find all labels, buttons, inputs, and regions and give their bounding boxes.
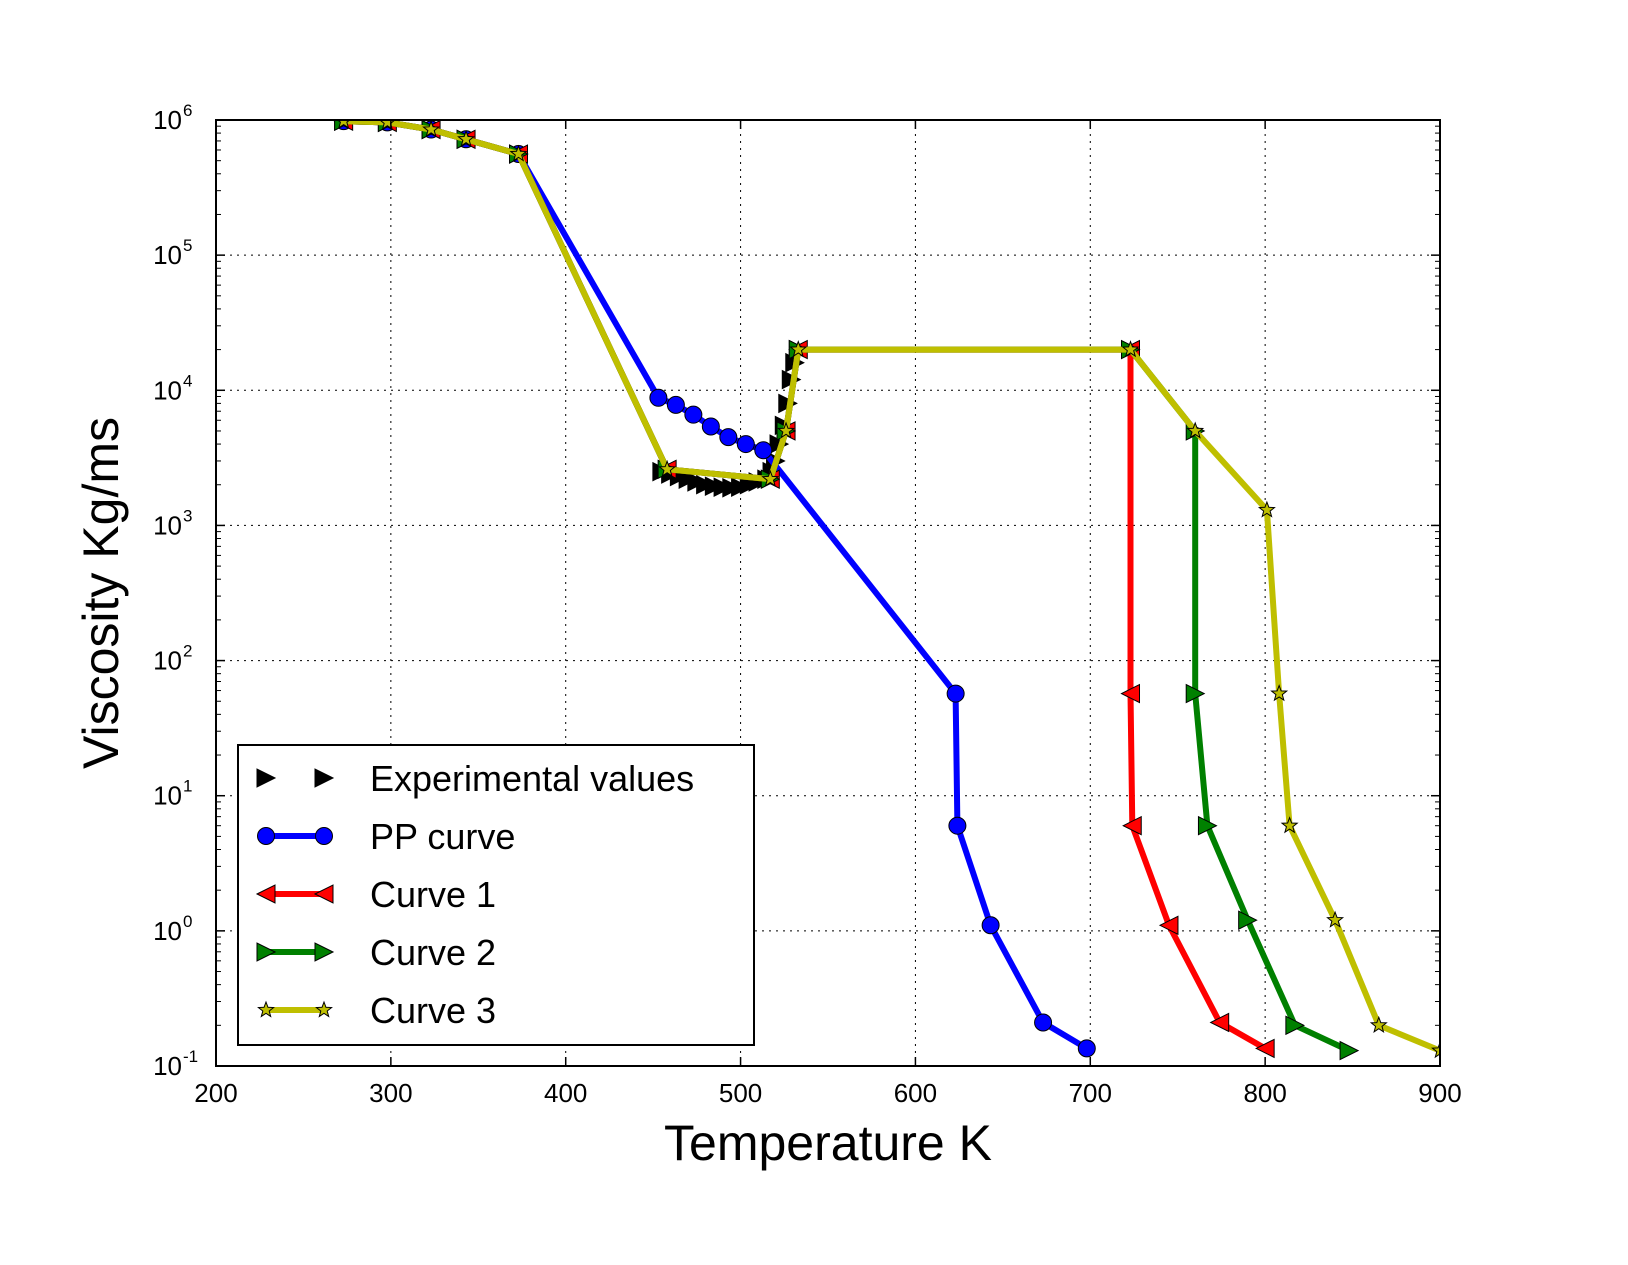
data-point-pp-curve bbox=[701, 417, 720, 436]
legend-label-curve-2: Curve 2 bbox=[370, 932, 496, 973]
y-tick-label: 10 bbox=[153, 646, 182, 676]
data-point-pp-curve bbox=[736, 435, 755, 454]
x-tick-label: 300 bbox=[369, 1078, 412, 1108]
y-tick-exponent: 2 bbox=[183, 642, 192, 661]
y-tick-exponent: 6 bbox=[183, 101, 192, 120]
y-axis-title: Viscosity Kg/ms bbox=[73, 417, 129, 769]
y-tick-label: 10 bbox=[153, 240, 182, 270]
legend-label-experimental-values: Experimental values bbox=[370, 758, 694, 799]
data-point-pp-curve bbox=[666, 395, 685, 414]
y-tick-label: 10 bbox=[153, 105, 182, 135]
legend-item-curve-3: Curve 3 bbox=[257, 990, 496, 1031]
data-point-curve-3 bbox=[658, 459, 677, 477]
legend-marker-curve-3 bbox=[257, 1000, 275, 1018]
data-point-pp-curve bbox=[1034, 1013, 1053, 1032]
data-point-curve-2 bbox=[1185, 683, 1206, 704]
y-tick-exponent: 1 bbox=[183, 777, 192, 796]
y-tick-exponent: 3 bbox=[183, 506, 192, 525]
legend-label-pp-curve: PP curve bbox=[370, 816, 515, 857]
data-point-curve-3 bbox=[1257, 500, 1276, 518]
data-point-pp-curve bbox=[684, 405, 703, 424]
x-axis-title: Temperature K bbox=[664, 1115, 992, 1171]
y-tick-label: 10 bbox=[153, 916, 182, 946]
y-tick-label: 10 bbox=[153, 375, 182, 405]
data-point-curve-1 bbox=[1120, 683, 1140, 704]
data-point-pp-curve bbox=[946, 684, 965, 703]
x-tick-label: 900 bbox=[1418, 1078, 1461, 1108]
data-point-pp-curve bbox=[719, 428, 738, 447]
data-point-pp-curve bbox=[1077, 1039, 1096, 1058]
x-tick-label: 400 bbox=[544, 1078, 587, 1108]
series-layer bbox=[333, 120, 1440, 1061]
x-tick-label: 600 bbox=[894, 1078, 937, 1108]
data-point-curve-3 bbox=[509, 144, 528, 162]
legend-marker-experimental-values bbox=[256, 768, 277, 788]
y-tick-exponent: 5 bbox=[183, 236, 192, 255]
legend-item-experimental-values: Experimental values bbox=[256, 758, 694, 799]
x-tick-label: 700 bbox=[1069, 1078, 1112, 1108]
x-tick-label: 500 bbox=[719, 1078, 762, 1108]
y-tick-exponent: 0 bbox=[183, 912, 192, 931]
legend: Experimental values PP curve Curve 1 Curve … bbox=[237, 744, 755, 1046]
data-point-curve-3 bbox=[1121, 340, 1140, 358]
x-tick-label: 200 bbox=[194, 1078, 237, 1108]
y-tick-exponent: 4 bbox=[183, 371, 192, 390]
data-point-curve-2 bbox=[1238, 910, 1258, 930]
legend-label-curve-3: Curve 3 bbox=[370, 990, 496, 1031]
data-point-curve-2 bbox=[1197, 815, 1218, 836]
legend-marker-pp-curve bbox=[257, 827, 275, 845]
legend-marker-experimental-values bbox=[314, 768, 335, 788]
data-point-pp-curve bbox=[754, 441, 773, 460]
y-tick-exponent: -1 bbox=[183, 1047, 198, 1066]
data-point-curve-1 bbox=[1209, 1012, 1230, 1033]
data-point-curve-3 bbox=[789, 340, 808, 358]
data-point-curve-3 bbox=[422, 120, 441, 138]
data-point-curve-3 bbox=[1431, 1041, 1440, 1059]
x-tick-label: 800 bbox=[1243, 1078, 1286, 1108]
data-point-pp-curve bbox=[948, 816, 967, 835]
data-point-curve-3 bbox=[761, 469, 780, 487]
y-tick-label: 10 bbox=[153, 1051, 182, 1081]
legend-marker-curve-1 bbox=[255, 884, 276, 904]
legend-marker-curve-1 bbox=[313, 884, 334, 904]
data-point-curve-3 bbox=[1280, 816, 1299, 834]
data-point-curve-3 bbox=[457, 129, 476, 147]
data-point-curve-2 bbox=[1339, 1040, 1360, 1061]
data-point-curve-1 bbox=[1158, 915, 1179, 936]
data-point-curve-3 bbox=[1326, 910, 1345, 928]
series-curve-3 bbox=[336, 120, 1440, 1059]
data-point-pp-curve bbox=[981, 916, 1000, 935]
legend-marker-curve-2 bbox=[314, 942, 335, 962]
legend-item-curve-2: Curve 2 bbox=[256, 932, 496, 973]
data-point-curve-3 bbox=[336, 120, 351, 129]
plot-frame bbox=[215, 119, 1441, 1067]
legend-item-pp-curve: PP curve bbox=[257, 816, 515, 857]
data-point-curve-3 bbox=[1186, 421, 1205, 439]
data-point-curve-1 bbox=[1122, 815, 1142, 836]
data-point-curve-3 bbox=[1270, 684, 1289, 702]
legend-item-curve-1: Curve 1 bbox=[255, 874, 496, 915]
data-point-pp-curve bbox=[649, 388, 668, 407]
y-tick-label: 10 bbox=[153, 510, 182, 540]
y-tick-label: 10 bbox=[153, 781, 182, 811]
data-point-curve-3 bbox=[777, 421, 795, 439]
data-point-curve-2 bbox=[1285, 1015, 1305, 1036]
data-point-curve-3 bbox=[1369, 1015, 1388, 1033]
legend-marker-curve-2 bbox=[256, 942, 277, 962]
legend-label-curve-1: Curve 1 bbox=[370, 874, 496, 915]
legend-marker-curve-3 bbox=[315, 1000, 333, 1018]
data-point-curve-1 bbox=[1255, 1038, 1275, 1059]
legend-marker-pp-curve bbox=[315, 827, 333, 845]
